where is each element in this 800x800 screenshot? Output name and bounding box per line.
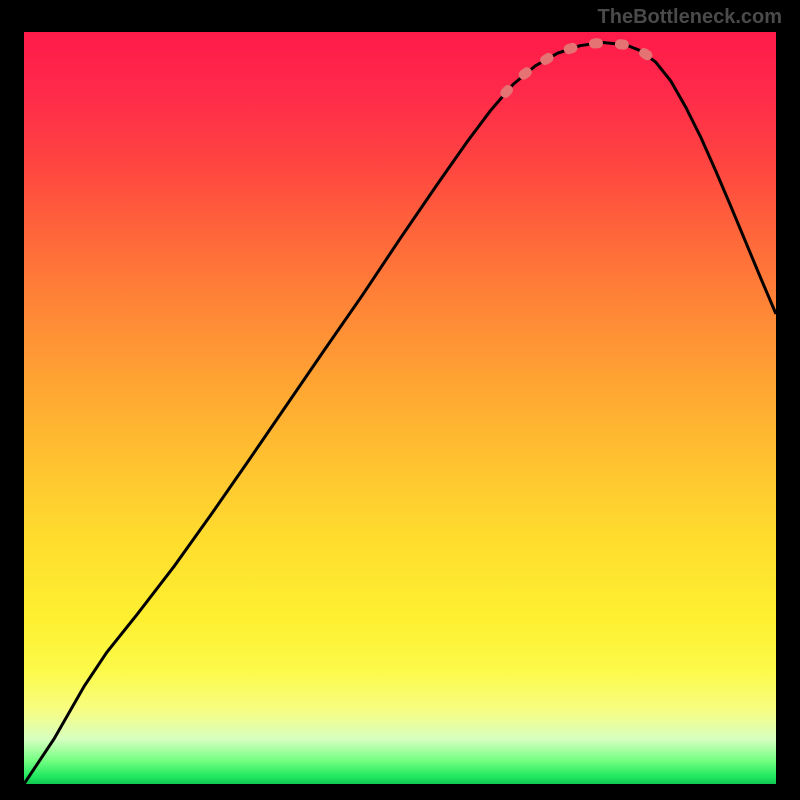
chart-area [24, 32, 776, 784]
main-curve [24, 43, 776, 784]
highlight-segment [505, 43, 652, 93]
attribution-text: TheBottleneck.com [598, 6, 782, 29]
curve-overlay [24, 32, 776, 784]
